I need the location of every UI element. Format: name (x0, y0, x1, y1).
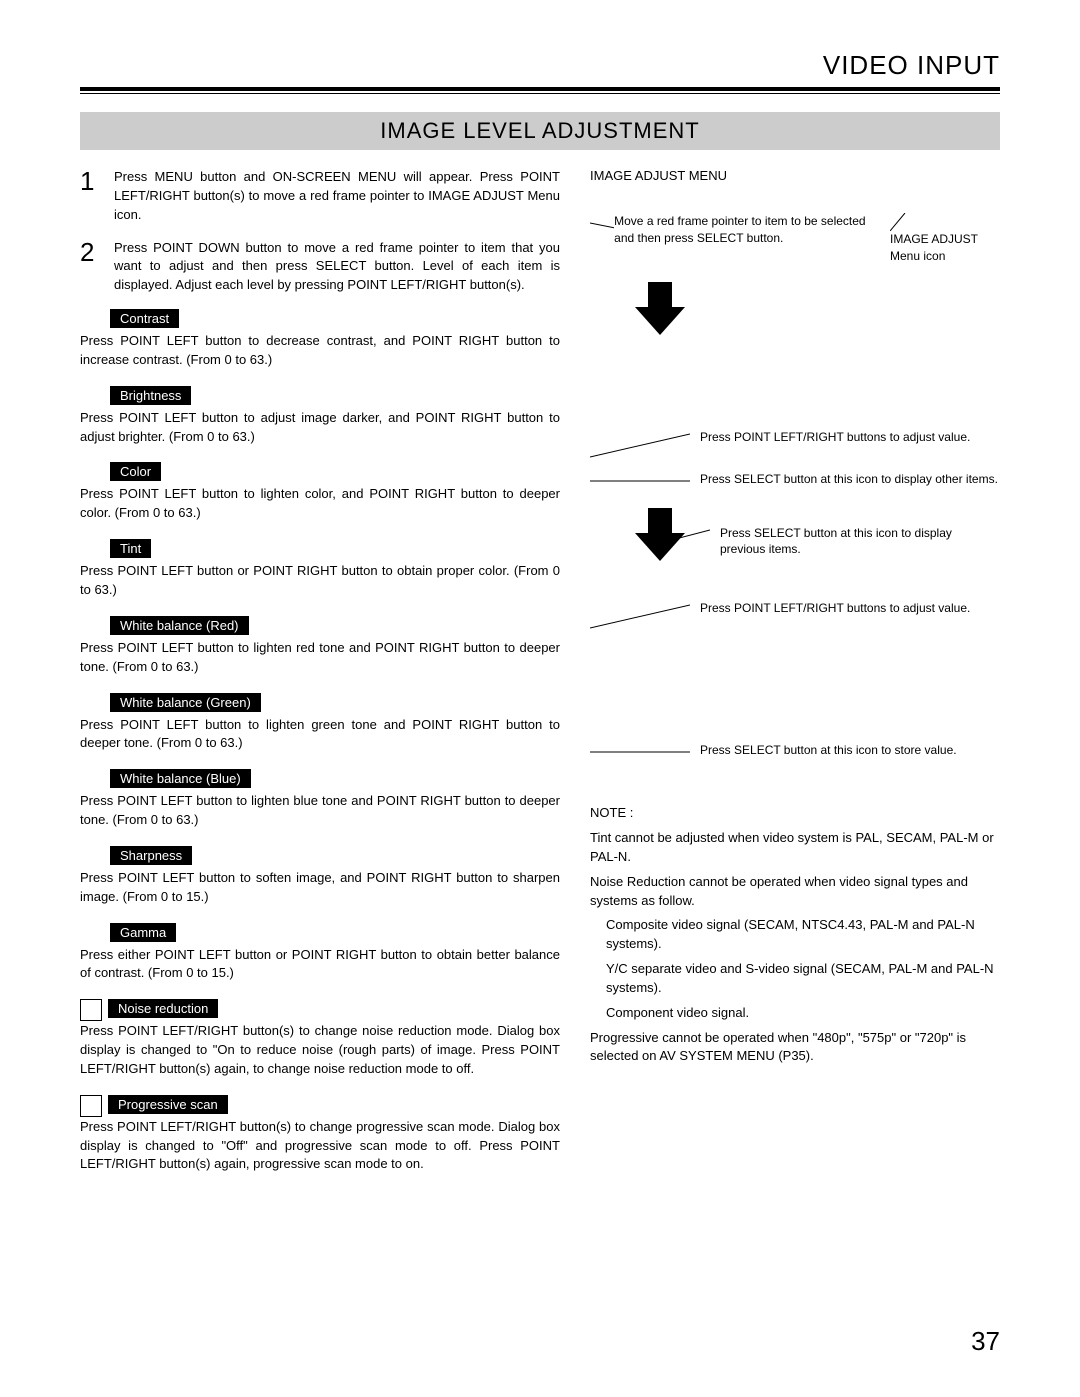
rule-thin (80, 93, 1000, 94)
right-column: IMAGE ADJUST MENU Move a red frame point… (590, 168, 1000, 1190)
item-wb-blue: White balance (Blue) Press POINT LEFT bu… (80, 769, 560, 830)
item-text: Press POINT LEFT button to lighten green… (80, 716, 560, 754)
step-2: 2 Press POINT DOWN button to move a red … (80, 239, 560, 296)
item-text: Press POINT LEFT button to lighten blue … (80, 792, 560, 830)
callout-line-icon (590, 742, 690, 762)
note-line: Progressive cannot be operated when "480… (590, 1029, 1000, 1067)
callout-text: Press SELECT button at this icon to stor… (700, 742, 957, 759)
item-text: Press POINT LEFT button or POINT RIGHT b… (80, 562, 560, 600)
callout-line-icon (590, 471, 690, 491)
arrow-down-icon (630, 277, 690, 337)
callout-text: Press SELECT button at this icon to disp… (700, 471, 998, 488)
rule-thick (80, 87, 1000, 91)
callout-text: Press POINT LEFT/RIGHT buttons to adjust… (700, 600, 970, 617)
menu-icon-label: IMAGE ADJUST Menu icon (890, 231, 1000, 265)
item-text: Press either POINT LEFT button or POINT … (80, 946, 560, 984)
item-text: Press POINT LEFT button to soften image,… (80, 869, 560, 907)
item-label: Noise reduction (108, 999, 218, 1018)
note-line: Component video signal. (590, 1004, 1000, 1023)
item-text: Press POINT LEFT/RIGHT button(s) to chan… (80, 1118, 560, 1175)
item-text: Press POINT LEFT button to lighten color… (80, 485, 560, 523)
item-text: Press POINT LEFT button to adjust image … (80, 409, 560, 447)
item-icon-box (80, 1095, 102, 1117)
item-label: White balance (Red) (110, 616, 249, 635)
callout-line-icon (590, 600, 690, 630)
note-line: Y/C separate video and S-video signal (S… (590, 960, 1000, 998)
item-label: Tint (110, 539, 151, 558)
callout-text: Press POINT LEFT/RIGHT buttons to adjust… (700, 429, 970, 446)
callout-line-icon (660, 525, 710, 545)
step-number: 1 (80, 168, 100, 225)
callout-text: Move a red frame pointer to item to be s… (614, 213, 870, 247)
callout-line-icon (890, 213, 920, 231)
callout-text: Press SELECT button at this icon to disp… (720, 525, 1000, 559)
item-color: Color Press POINT LEFT button to lighten… (80, 462, 560, 523)
note-line: Composite video signal (SECAM, NTSC4.43,… (590, 916, 1000, 954)
item-progressive-scan: Progressive scan Press POINT LEFT/RIGHT … (80, 1095, 560, 1175)
item-label: Color (110, 462, 161, 481)
item-sharpness: Sharpness Press POINT LEFT button to sof… (80, 846, 560, 907)
callout-row: Press POINT LEFT/RIGHT buttons to adjust… (590, 600, 1000, 630)
item-label: White balance (Blue) (110, 769, 251, 788)
note-block: NOTE : Tint cannot be adjusted when vide… (590, 804, 1000, 1066)
callout-row: Press POINT LEFT/RIGHT buttons to adjust… (590, 429, 1000, 459)
callout-row: Press SELECT button at this icon to stor… (590, 742, 1000, 762)
item-label: Contrast (110, 309, 179, 328)
item-tint: Tint Press POINT LEFT button or POINT RI… (80, 539, 560, 600)
item-text: Press POINT LEFT/RIGHT button(s) to chan… (80, 1022, 560, 1079)
item-wb-red: White balance (Red) Press POINT LEFT but… (80, 616, 560, 677)
note-heading: NOTE : (590, 804, 1000, 823)
item-text: Press POINT LEFT button to lighten red t… (80, 639, 560, 677)
left-column: 1 Press MENU button and ON-SCREEN MENU w… (80, 168, 560, 1190)
item-label: Progressive scan (108, 1095, 228, 1114)
step-text: Press MENU button and ON-SCREEN MENU wil… (114, 168, 560, 225)
note-line: Noise Reduction cannot be operated when … (590, 873, 1000, 911)
item-brightness: Brightness Press POINT LEFT button to ad… (80, 386, 560, 447)
note-line: Tint cannot be adjusted when video syste… (590, 829, 1000, 867)
callout-row: Press SELECT button at this icon to disp… (660, 525, 1000, 559)
item-label: Sharpness (110, 846, 192, 865)
callout-line-icon (590, 429, 690, 459)
item-label: White balance (Green) (110, 693, 261, 712)
page-number: 37 (971, 1326, 1000, 1357)
item-wb-green: White balance (Green) Press POINT LEFT b… (80, 693, 560, 754)
item-contrast: Contrast Press POINT LEFT button to decr… (80, 309, 560, 370)
item-label: Brightness (110, 386, 191, 405)
right-heading: IMAGE ADJUST MENU (590, 168, 1000, 183)
item-icon-box (80, 999, 102, 1021)
callout-line-icon (590, 213, 614, 233)
step-number: 2 (80, 239, 100, 296)
item-gamma: Gamma Press either POINT LEFT button or … (80, 923, 560, 984)
item-label: Gamma (110, 923, 176, 942)
step-text: Press POINT DOWN button to move a red fr… (114, 239, 560, 296)
callout-row: Press SELECT button at this icon to disp… (590, 471, 1000, 491)
step-1: 1 Press MENU button and ON-SCREEN MENU w… (80, 168, 560, 225)
page-header: VIDEO INPUT (80, 50, 1000, 81)
item-noise-reduction: Noise reduction Press POINT LEFT/RIGHT b… (80, 999, 560, 1079)
item-text: Press POINT LEFT button to decrease cont… (80, 332, 560, 370)
section-title: IMAGE LEVEL ADJUSTMENT (80, 112, 1000, 150)
